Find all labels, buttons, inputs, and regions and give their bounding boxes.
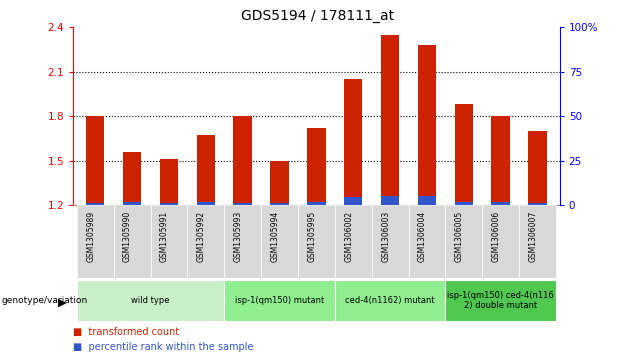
Bar [381,196,399,205]
Text: GSM1305990: GSM1305990 [123,211,132,262]
Bar [492,202,510,205]
Text: GSM1305994: GSM1305994 [270,211,280,262]
Bar [188,205,225,278]
Bar [86,203,104,205]
Bar [335,205,371,278]
Bar [455,104,473,205]
Bar [482,205,519,278]
Bar [307,202,326,205]
Text: ▶: ▶ [58,297,67,307]
Bar [298,205,335,278]
Bar [270,160,289,205]
Text: GDS5194 / 178111_at: GDS5194 / 178111_at [242,9,394,23]
Bar [529,203,547,205]
Bar [233,203,252,205]
Text: wild type: wild type [131,296,170,305]
Bar [492,116,510,205]
Bar [519,205,556,278]
Text: genotype/variation: genotype/variation [1,296,88,305]
Bar [197,202,215,205]
Bar [114,205,151,278]
Bar [123,152,141,205]
Bar [123,202,141,205]
Text: GSM1306006: GSM1306006 [492,211,501,262]
Text: GSM1306002: GSM1306002 [344,211,353,262]
Bar [371,205,408,278]
Bar [151,205,188,278]
Text: GSM1305995: GSM1305995 [307,211,317,262]
Text: GSM1306005: GSM1306005 [455,211,464,262]
Text: GSM1305993: GSM1305993 [233,211,243,262]
Bar [381,34,399,205]
Text: GSM1306003: GSM1306003 [381,211,390,262]
Bar [225,205,261,278]
Bar [160,203,178,205]
Bar [160,159,178,205]
Text: GSM1306004: GSM1306004 [418,211,427,262]
Text: ■  percentile rank within the sample: ■ percentile rank within the sample [73,342,254,352]
Bar [529,131,547,205]
Bar [455,201,473,205]
Bar [344,79,363,205]
Text: isp-1(qm150) mutant: isp-1(qm150) mutant [235,296,324,305]
Text: ■  transformed count: ■ transformed count [73,327,179,337]
Bar [307,128,326,205]
Bar [408,205,445,278]
Bar [197,135,215,205]
Text: isp-1(qm150) ced-4(n116
2) double mutant: isp-1(qm150) ced-4(n116 2) double mutant [447,291,554,310]
Text: ced-4(n1162) mutant: ced-4(n1162) mutant [345,296,435,305]
Bar [270,203,289,205]
Bar [445,205,482,278]
Bar [418,45,436,205]
Bar [418,196,436,205]
Text: GSM1305992: GSM1305992 [197,211,206,262]
Bar [86,116,104,205]
Bar [77,205,114,278]
Bar [261,205,298,278]
Text: GSM1306007: GSM1306007 [529,211,537,262]
Text: GSM1305991: GSM1305991 [160,211,169,262]
Bar [233,116,252,205]
Bar [344,197,363,205]
Text: GSM1305989: GSM1305989 [86,211,95,262]
